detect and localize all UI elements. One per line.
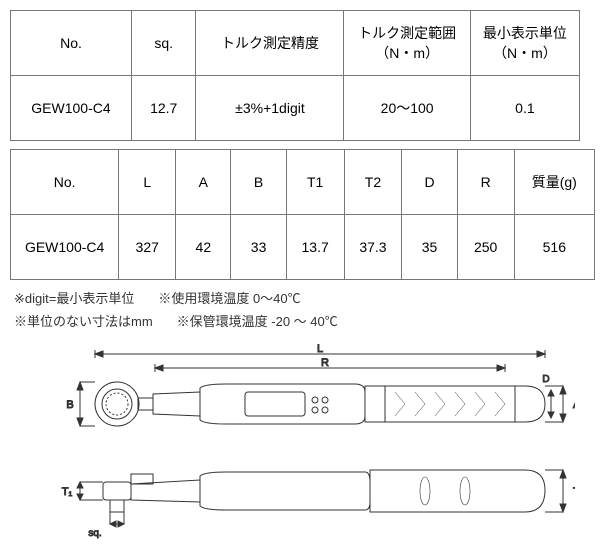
table-row: GEW100-C4 12.7 ±3%+1digit 20～100 0.1 bbox=[11, 76, 580, 141]
cell-a: 42 bbox=[176, 215, 231, 280]
note-storage-temp: ※保管環境温度 -20 ～ 40℃ bbox=[177, 311, 338, 330]
col-range: トルク測定範囲 （N・m） bbox=[344, 11, 470, 76]
col-unit: 最小表示単位 （N・m） bbox=[470, 11, 579, 76]
cell-t2: 37.3 bbox=[344, 215, 402, 280]
table-row: GEW100-C4 327 42 33 13.7 37.3 35 250 516 bbox=[11, 215, 595, 280]
col-b: B bbox=[231, 150, 286, 215]
col-no: No. bbox=[11, 11, 132, 76]
svg-text:D: D bbox=[542, 374, 549, 385]
note-op-temp: ※使用環境温度 0～40℃ bbox=[158, 288, 300, 307]
svg-text:sq.: sq. bbox=[88, 528, 101, 539]
col-r: R bbox=[457, 150, 514, 215]
cell-no: GEW100-C4 bbox=[11, 215, 119, 280]
svg-text:T₁: T₁ bbox=[62, 486, 73, 498]
col-d: D bbox=[402, 150, 457, 215]
cell-l: 327 bbox=[119, 215, 176, 280]
col-t2: T2 bbox=[344, 150, 402, 215]
svg-text:A: A bbox=[573, 399, 575, 411]
cell-sq: 12.7 bbox=[131, 76, 196, 141]
col-sq: sq. bbox=[131, 11, 196, 76]
cell-mass: 516 bbox=[514, 215, 594, 280]
cell-d: 35 bbox=[402, 215, 457, 280]
notes-row-1: ※digit=最小表示単位 ※使用環境温度 0～40℃ bbox=[14, 288, 590, 307]
cell-t1: 13.7 bbox=[286, 215, 344, 280]
notes-row-2: ※単位のない寸法はmm ※保管環境温度 -20 ～ 40℃ bbox=[14, 311, 590, 330]
svg-text:L: L bbox=[317, 343, 323, 355]
svg-text:T₂: T₂ bbox=[573, 486, 575, 498]
cell-range: 20～100 bbox=[344, 76, 470, 141]
cell-accuracy: ±3%+1digit bbox=[196, 76, 344, 141]
col-t1: T1 bbox=[286, 150, 344, 215]
cell-b: 33 bbox=[231, 215, 286, 280]
cell-r: 250 bbox=[457, 215, 514, 280]
note-digit: ※digit=最小表示単位 bbox=[14, 288, 134, 307]
spec-table-2: No. L A B T1 T2 D R 質量(g) GEW100-C4 327 … bbox=[10, 149, 595, 280]
svg-text:B: B bbox=[66, 399, 73, 411]
col-no: No. bbox=[11, 150, 119, 215]
cell-unit: 0.1 bbox=[470, 76, 579, 141]
col-l: L bbox=[119, 150, 176, 215]
note-mm: ※単位のない寸法はmm bbox=[14, 311, 153, 330]
spec-table-1: No. sq. トルク測定精度 トルク測定範囲 （N・m） 最小表示単位 （N・… bbox=[10, 10, 580, 141]
col-a: A bbox=[176, 150, 231, 215]
table-header-row: No. sq. トルク測定精度 トルク測定範囲 （N・m） 最小表示単位 （N・… bbox=[11, 11, 580, 76]
table-header-row: No. L A B T1 T2 D R 質量(g) bbox=[11, 150, 595, 215]
col-mass: 質量(g) bbox=[514, 150, 594, 215]
svg-text:R: R bbox=[321, 357, 329, 369]
dimension-diagram: L R bbox=[25, 342, 575, 542]
col-accuracy: トルク測定精度 bbox=[196, 11, 344, 76]
cell-no: GEW100-C4 bbox=[11, 76, 132, 141]
